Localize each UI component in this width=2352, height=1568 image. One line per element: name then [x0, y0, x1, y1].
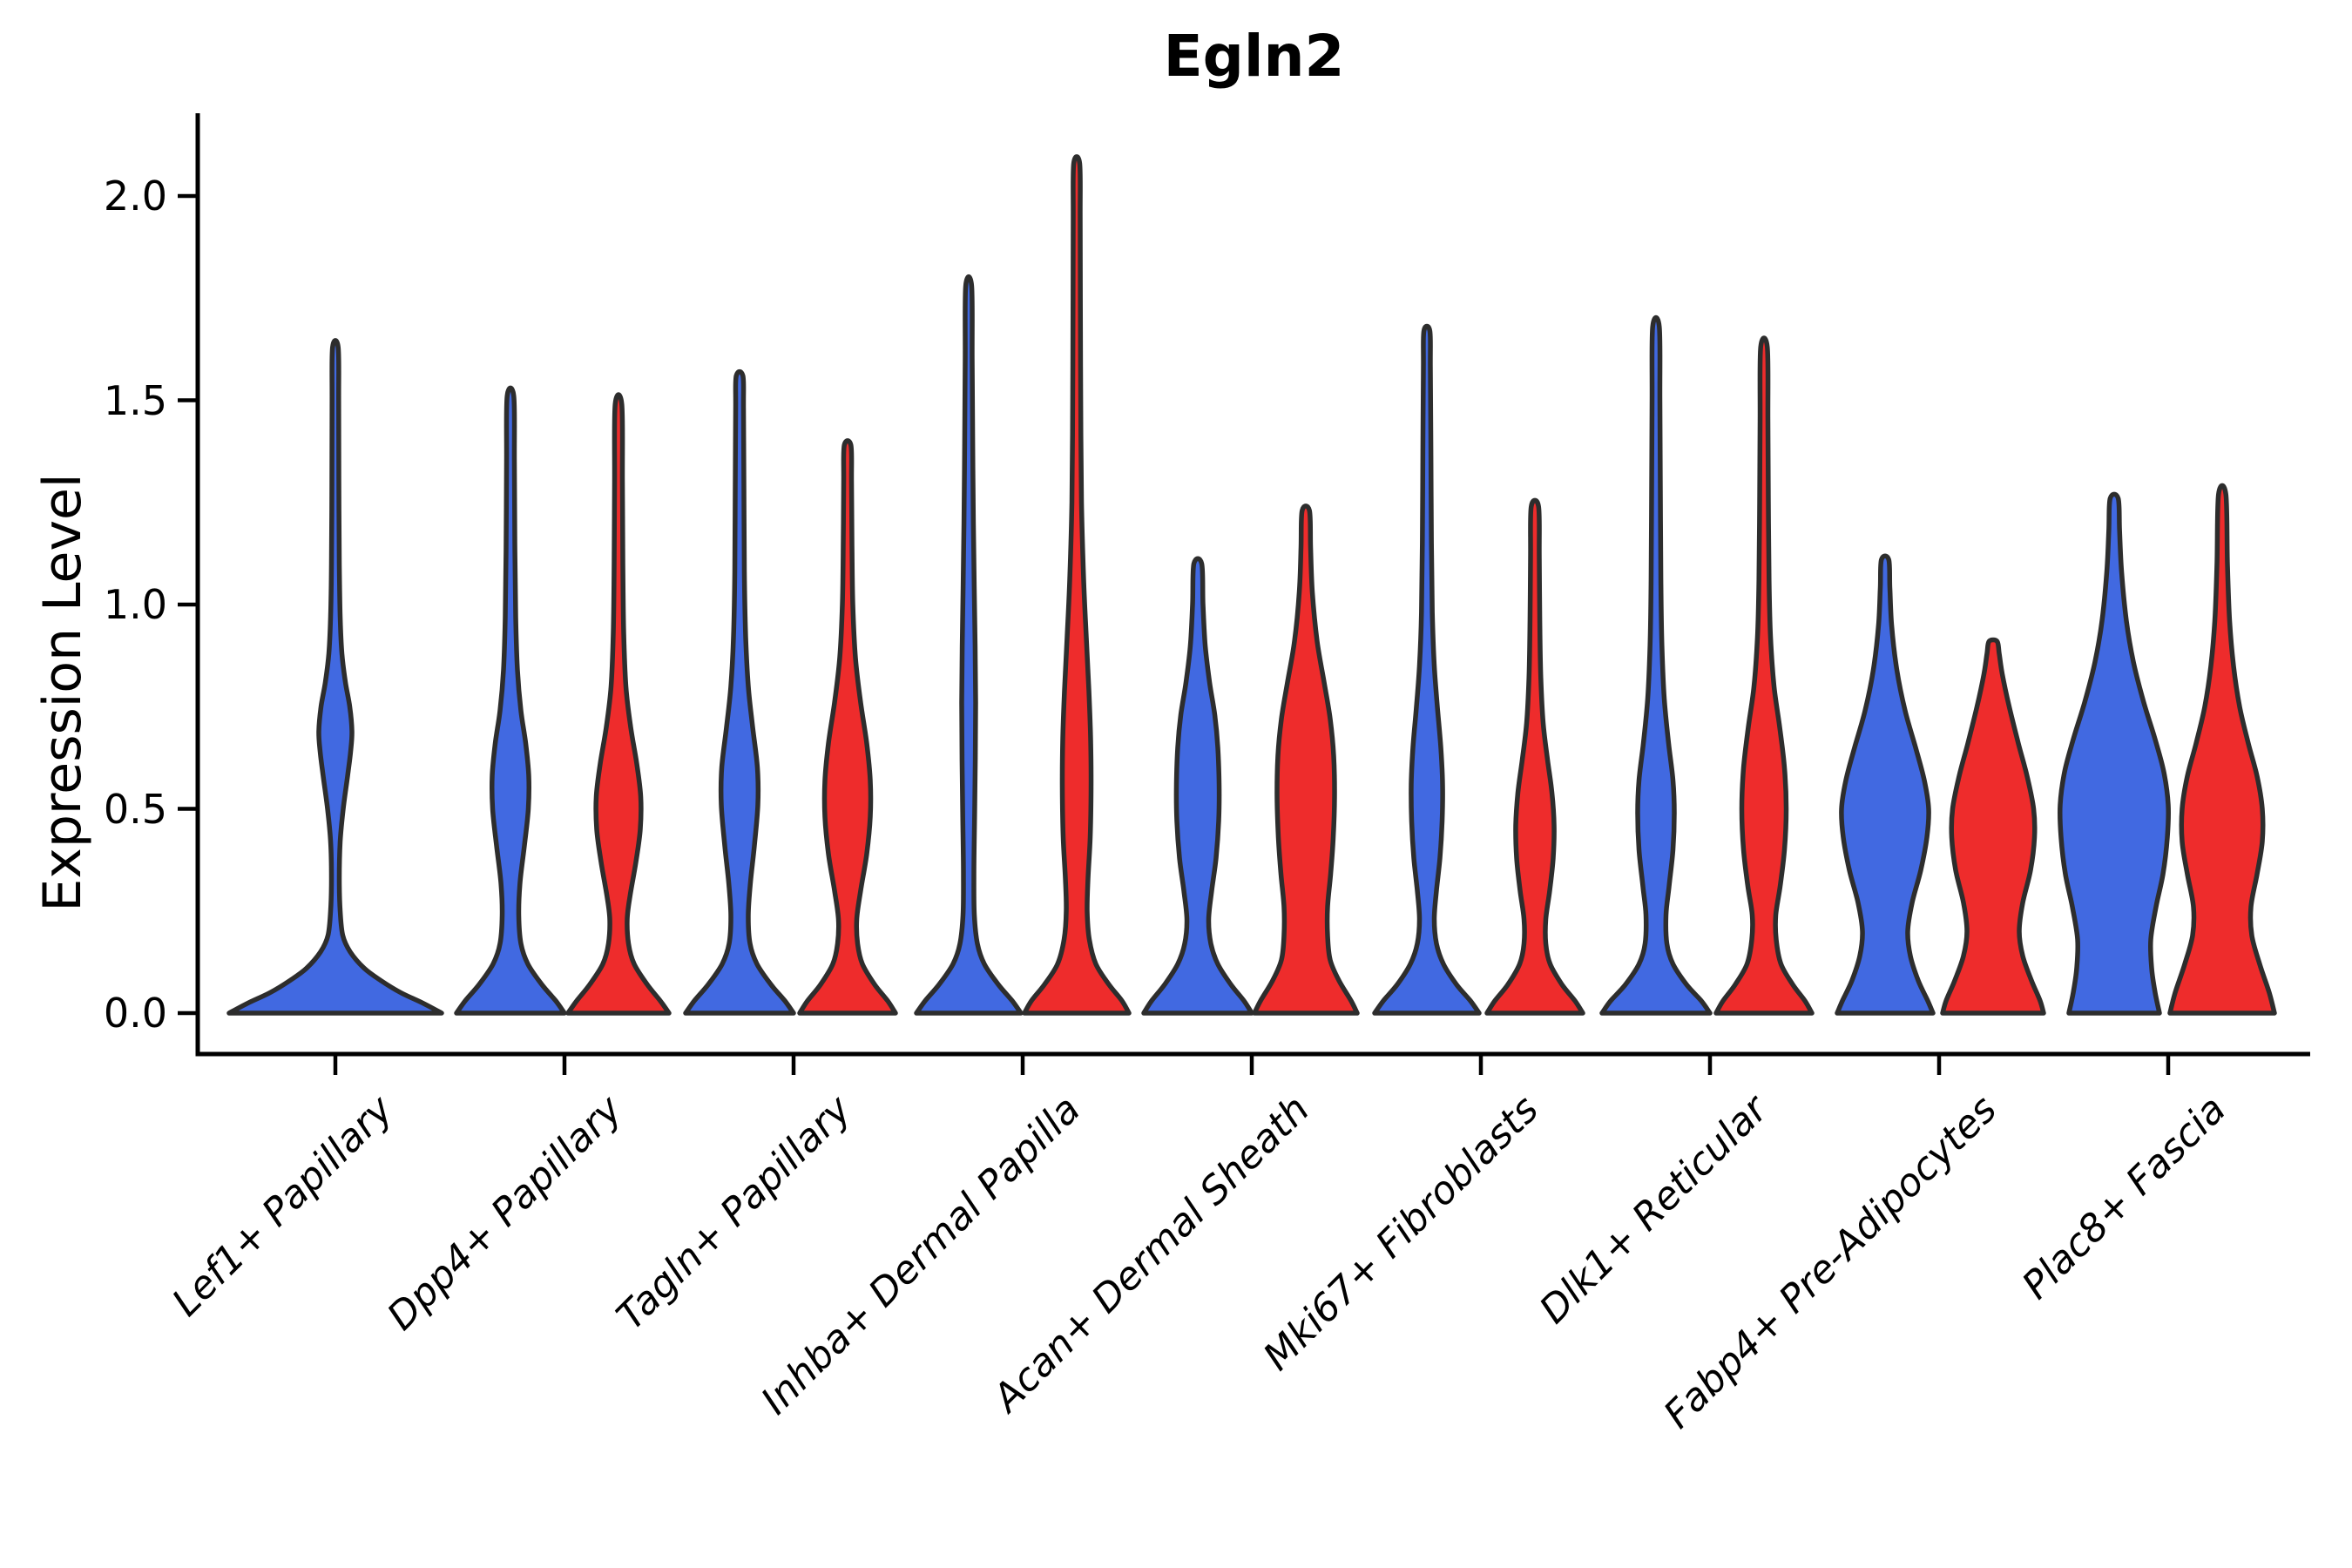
- violin-8-blue: [2057, 491, 2172, 1016]
- y-tick-label: 0.5: [103, 785, 167, 833]
- y-tick-label: 1.0: [103, 581, 167, 628]
- violin-4-blue: [1141, 556, 1254, 1016]
- violin-5-red: [1484, 497, 1585, 1016]
- violin-5-blue: [1372, 323, 1482, 1016]
- violin-4-red: [1252, 504, 1360, 1016]
- violin-0-blue: [226, 338, 444, 1016]
- violin-7-red: [1940, 637, 2046, 1016]
- chart-title: Egln2: [1163, 23, 1345, 90]
- violin-1-blue: [454, 385, 567, 1016]
- y-tick-label: 0.0: [103, 990, 167, 1037]
- y-tick-label: 1.5: [103, 376, 167, 424]
- y-axis-label: Expression Level: [32, 473, 93, 912]
- violin-3-blue: [914, 274, 1024, 1016]
- violin-6-red: [1713, 335, 1815, 1016]
- violin-6-blue: [1599, 314, 1713, 1016]
- y-tick-label: 2.0: [103, 172, 167, 220]
- violin-3-red: [1022, 154, 1132, 1016]
- violin-2-red: [797, 438, 898, 1016]
- violin-8-red: [2167, 483, 2277, 1016]
- axis-spines: [195, 113, 2310, 1057]
- violin-1-red: [565, 392, 672, 1016]
- violin-7-blue: [1835, 553, 1936, 1016]
- violin-2-blue: [683, 369, 796, 1016]
